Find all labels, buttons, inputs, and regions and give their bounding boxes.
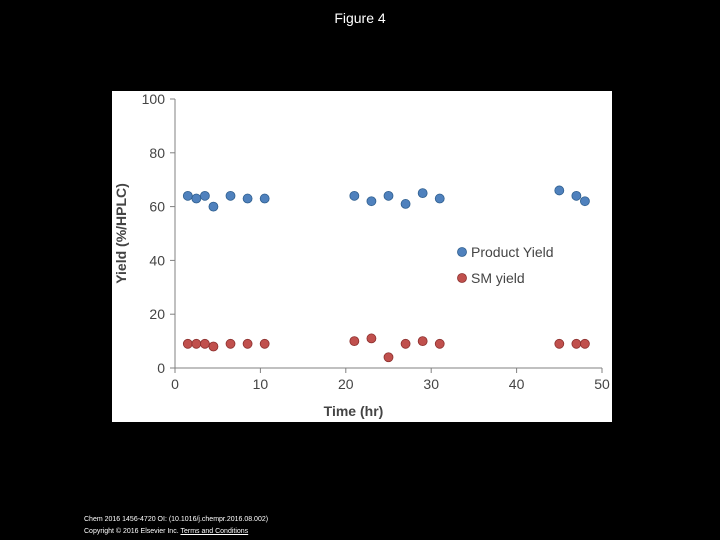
slide-title: Figure 4 xyxy=(334,10,386,26)
point-product-yield-6 xyxy=(259,193,270,204)
point-product-yield-5 xyxy=(242,193,253,204)
y-tick-label-40: 40 xyxy=(149,252,165,268)
point-product-yield-11 xyxy=(417,188,428,199)
point-sm-yield-10 xyxy=(400,338,411,349)
point-sm-yield-14 xyxy=(571,338,582,349)
point-sm-yield-3 xyxy=(208,341,219,352)
point-product-yield-0 xyxy=(182,190,193,201)
point-sm-yield-15 xyxy=(580,338,590,349)
scatter-chart: 0 20 40 60 80 100 0 10 20 30 40 50 Time (hr) Yield (%… xyxy=(113,91,610,419)
point-sm-yield-12 xyxy=(434,338,445,349)
x-tick-label-30: 30 xyxy=(423,376,439,392)
x-tick-label-50: 50 xyxy=(594,376,610,392)
x-tick-label-0: 0 xyxy=(171,376,179,392)
x-tick-label-20: 20 xyxy=(338,376,354,392)
point-sm-yield-13 xyxy=(554,338,565,349)
legend-marker-product-yield xyxy=(457,247,467,257)
x-tick-label-10: 10 xyxy=(253,376,269,392)
point-sm-yield-9 xyxy=(383,352,394,363)
point-product-yield-1 xyxy=(191,193,202,204)
terms-link[interactable]: Terms and Conditions xyxy=(180,528,249,535)
point-product-yield-4 xyxy=(225,190,236,201)
y-tick-label-60: 60 xyxy=(149,199,165,215)
footer: Chem 2016 1456-4720 OI: (10.1016/j.chemp… xyxy=(84,514,268,538)
y-tick-label-100: 100 xyxy=(142,91,166,107)
point-sm-yield-2 xyxy=(199,338,210,349)
point-product-yield-13 xyxy=(554,185,565,196)
point-sm-yield-11 xyxy=(417,336,428,347)
point-sm-yield-0 xyxy=(182,338,193,349)
y-tick-label-20: 20 xyxy=(149,306,165,322)
point-product-yield-12 xyxy=(434,193,445,204)
point-product-yield-10 xyxy=(400,199,411,209)
legend-label-product-yield: Product Yield xyxy=(471,244,554,260)
legend-marker-sm-yield xyxy=(457,273,467,283)
point-product-yield-2 xyxy=(199,190,210,201)
point-product-yield-8 xyxy=(366,196,377,207)
x-axis-title: Time (hr) xyxy=(324,403,384,419)
point-sm-yield-5 xyxy=(242,338,253,349)
point-sm-yield-4 xyxy=(225,338,236,349)
point-sm-yield-7 xyxy=(349,336,360,347)
citation-text: Chem 2016 1456-4720 OI: (10.1016/j.chemp… xyxy=(84,516,269,523)
point-product-yield-9 xyxy=(383,190,394,201)
point-sm-yield-6 xyxy=(259,338,270,349)
point-sm-yield-1 xyxy=(191,338,202,349)
y-tick-label-0: 0 xyxy=(157,360,165,376)
point-product-yield-15 xyxy=(580,196,590,207)
x-tick-label-40: 40 xyxy=(509,376,525,392)
point-sm-yield-8 xyxy=(366,333,377,344)
copyright-line: Copyright © 2016 Elsevier Inc. Terms and… xyxy=(84,526,268,538)
y-tick-label-80: 80 xyxy=(149,145,165,161)
y-axis-title: Yield (%/HPLC) xyxy=(113,183,129,284)
point-product-yield-14 xyxy=(571,190,582,201)
figure-panel: 0 20 40 60 80 100 0 10 20 30 40 50 Time (hr) Yield (%… xyxy=(112,91,612,422)
point-product-yield-7 xyxy=(349,190,360,201)
legend-label-sm-yield: SM yield xyxy=(471,270,525,286)
point-product-yield-3 xyxy=(208,201,219,212)
copyright-text: Copyright © 2016 Elsevier Inc. xyxy=(84,528,179,535)
